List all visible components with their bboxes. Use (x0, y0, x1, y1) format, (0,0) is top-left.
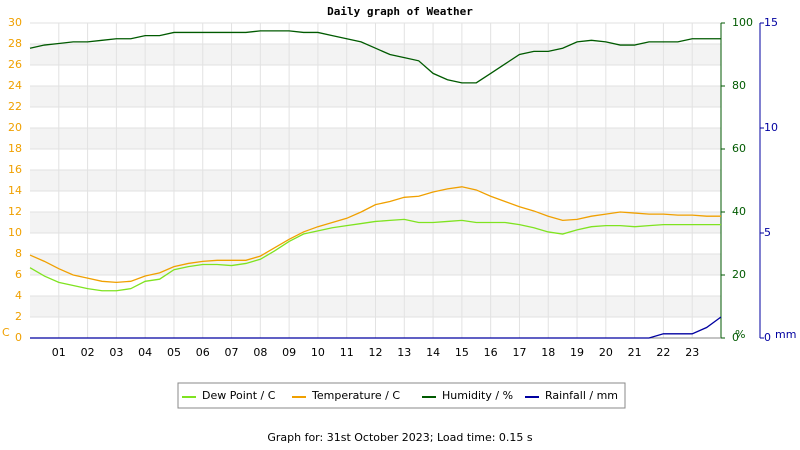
series-line (30, 316, 722, 339)
x-tick-label: 21 (628, 346, 642, 359)
legend-label: Dew Point / C (202, 389, 276, 402)
y2-unit: % (735, 328, 745, 341)
x-tick-label: 20 (599, 346, 613, 359)
series-line (29, 30, 721, 84)
chart-title: Daily graph of Weather (327, 5, 473, 18)
x-tick-label: 19 (570, 346, 584, 359)
y-tick-label: 28 (8, 37, 22, 50)
x-tick-label: 22 (656, 346, 670, 359)
x-tick-label: 01 (52, 346, 66, 359)
y-tick-label: 12 (8, 205, 22, 218)
legend-label: Temperature / C (311, 389, 400, 402)
y-tick-label: 8 (15, 247, 22, 260)
x-tick-label: 23 (685, 346, 699, 359)
y2-tick-label: 100 (732, 16, 753, 29)
x-tick-label: 11 (340, 346, 354, 359)
y2-tick-label: 0 (732, 331, 739, 344)
x-tick-label: 10 (311, 346, 325, 359)
y2-tick-label: 80 (732, 79, 746, 92)
legend (177, 382, 626, 409)
y3-tick-label: 15 (764, 16, 778, 29)
x-tick-label: 04 (138, 346, 152, 359)
x-tick-label: 16 (484, 346, 498, 359)
x-tick-label: 02 (81, 346, 95, 359)
footer: Graph for: 31st October 2023; Load time:… (267, 431, 533, 444)
y-tick-label: 18 (8, 142, 22, 155)
y3-tick-label: 5 (764, 226, 771, 239)
y-tick-label: 6 (15, 268, 22, 281)
y-tick-label: 22 (8, 100, 22, 113)
y2-tick-label: 40 (732, 205, 746, 218)
y2-tick-label: 60 (732, 142, 746, 155)
y2-tick-label: 20 (732, 268, 746, 281)
x-tick-label: 05 (167, 346, 181, 359)
y3-tick-label: 10 (764, 121, 778, 134)
y-tick-label: 30 (8, 16, 22, 29)
y-tick-label: 16 (8, 163, 22, 176)
y-tick-label: 0 (15, 331, 22, 344)
x-tick-label: 07 (225, 346, 239, 359)
y-tick-label: 10 (8, 226, 22, 239)
x-tick-label: 13 (397, 346, 411, 359)
x-tick-label: 03 (109, 346, 123, 359)
y3-tick-label: 0 (764, 331, 771, 344)
y-unit: C (2, 326, 10, 339)
legend-label: Rainfall / mm (545, 389, 618, 402)
x-tick-label: 06 (196, 346, 210, 359)
x-tick-label: 12 (369, 346, 383, 359)
x-tick-label: 18 (541, 346, 555, 359)
y3-unit: mm (775, 328, 796, 341)
series-line (29, 218, 721, 292)
y-tick-label: 2 (15, 310, 22, 323)
y-tick-label: 20 (8, 121, 22, 134)
x-tick-label: 09 (282, 346, 296, 359)
y-tick-label: 24 (8, 79, 22, 92)
y-tick-label: 14 (8, 184, 22, 197)
x-tick-label: 08 (253, 346, 267, 359)
y-tick-label: 4 (15, 289, 22, 302)
y-tick-label: 26 (8, 58, 22, 71)
series-line (29, 186, 721, 284)
x-tick-label: 15 (455, 346, 469, 359)
x-tick-label: 17 (512, 346, 526, 359)
legend-label: Humidity / % (442, 389, 513, 402)
x-tick-label: 14 (426, 346, 440, 359)
